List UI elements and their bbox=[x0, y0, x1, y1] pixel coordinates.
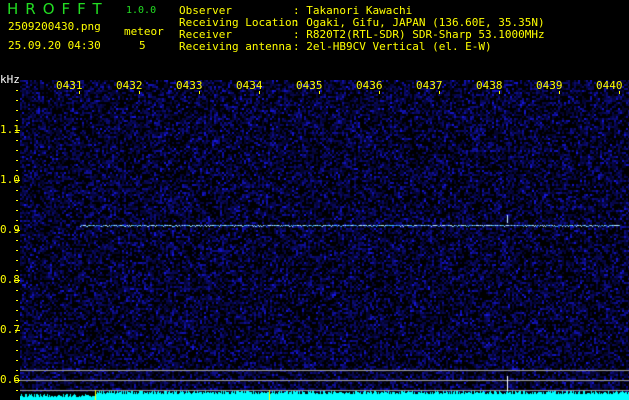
y-tick bbox=[15, 180, 20, 181]
y-tick bbox=[15, 230, 20, 231]
y-tick bbox=[15, 130, 20, 131]
y-tick bbox=[16, 250, 18, 251]
y-tick bbox=[16, 270, 18, 271]
x-tick bbox=[199, 91, 200, 94]
y-tick bbox=[16, 370, 18, 371]
y-tick bbox=[15, 280, 20, 281]
x-tick-label: 0439 bbox=[536, 79, 563, 92]
datetime: 25.09.20 04:30 bbox=[8, 39, 101, 52]
x-tick-label: 0437 bbox=[416, 79, 443, 92]
x-tick-label: 0440 bbox=[596, 79, 623, 92]
x-tick-label: 0438 bbox=[476, 79, 503, 92]
info-label-antenna: Receiving antenna bbox=[179, 40, 292, 53]
y-tick bbox=[15, 330, 20, 331]
x-tick-label: 0433 bbox=[176, 79, 203, 92]
x-tick bbox=[79, 91, 80, 94]
x-tick bbox=[319, 91, 320, 94]
y-tick bbox=[16, 140, 18, 141]
y-tick bbox=[16, 320, 18, 321]
info-value-antenna: : 2el-HB9CV Vertical (el. E-W) bbox=[293, 40, 492, 53]
spectrogram bbox=[20, 80, 629, 400]
x-tick-label: 0432 bbox=[116, 79, 143, 92]
x-tick-label: 0434 bbox=[236, 79, 263, 92]
meteor-label: meteor bbox=[124, 25, 164, 38]
y-tick bbox=[16, 210, 18, 211]
y-tick-label: 0.7 bbox=[0, 323, 20, 336]
y-tick bbox=[16, 360, 18, 361]
x-tick bbox=[439, 91, 440, 94]
x-tick-label: 0435 bbox=[296, 79, 323, 92]
y-tick bbox=[16, 90, 18, 91]
x-tick bbox=[259, 91, 260, 94]
y-tick bbox=[16, 110, 18, 111]
y-tick bbox=[16, 190, 18, 191]
info-label-location: Receiving Location bbox=[179, 16, 299, 29]
y-tick bbox=[16, 120, 18, 121]
info-label-receiver: Receiver bbox=[179, 28, 232, 41]
y-tick-label: 0.8 bbox=[0, 273, 20, 286]
x-tick-label: 0436 bbox=[356, 79, 383, 92]
x-tick bbox=[559, 91, 560, 94]
app-title: HROFFT bbox=[7, 0, 109, 18]
x-tick bbox=[619, 91, 620, 94]
info-value-receiver: : R820T2(RTL-SDR) SDR-Sharp 53.1000MHz bbox=[293, 28, 545, 41]
x-tick bbox=[139, 91, 140, 94]
y-tick bbox=[16, 340, 18, 341]
y-tick bbox=[16, 390, 18, 391]
x-tick-label: 0431 bbox=[56, 79, 83, 92]
y-tick bbox=[16, 350, 18, 351]
y-tick bbox=[16, 260, 18, 261]
y-unit-label: kHz bbox=[0, 73, 20, 86]
info-value-observer: : Takanori Kawachi bbox=[293, 4, 413, 17]
meteor-count: 5 bbox=[139, 39, 146, 52]
y-tick-label: 0.9 bbox=[0, 223, 20, 236]
y-tick-label: 0.6 bbox=[0, 373, 20, 386]
y-tick bbox=[16, 160, 18, 161]
y-tick-label: 1.1 bbox=[0, 123, 20, 136]
app-version: 1.0.0 bbox=[126, 5, 157, 16]
filename: 2509200430.png bbox=[8, 20, 101, 33]
x-tick bbox=[499, 91, 500, 94]
y-tick-label: 1.0 bbox=[0, 173, 20, 186]
info-value-location: : Ogaki, Gifu, JAPAN (136.60E, 35.35N) bbox=[293, 16, 545, 29]
y-tick bbox=[15, 380, 20, 381]
y-tick bbox=[16, 100, 18, 101]
x-tick bbox=[379, 91, 380, 94]
y-tick bbox=[16, 240, 18, 241]
y-tick bbox=[16, 170, 18, 171]
y-tick bbox=[16, 150, 18, 151]
info-label-observer: Observer bbox=[179, 4, 232, 17]
y-tick bbox=[16, 220, 18, 221]
y-tick bbox=[16, 200, 18, 201]
y-tick bbox=[16, 300, 18, 301]
y-tick bbox=[16, 310, 18, 311]
y-tick bbox=[16, 290, 18, 291]
